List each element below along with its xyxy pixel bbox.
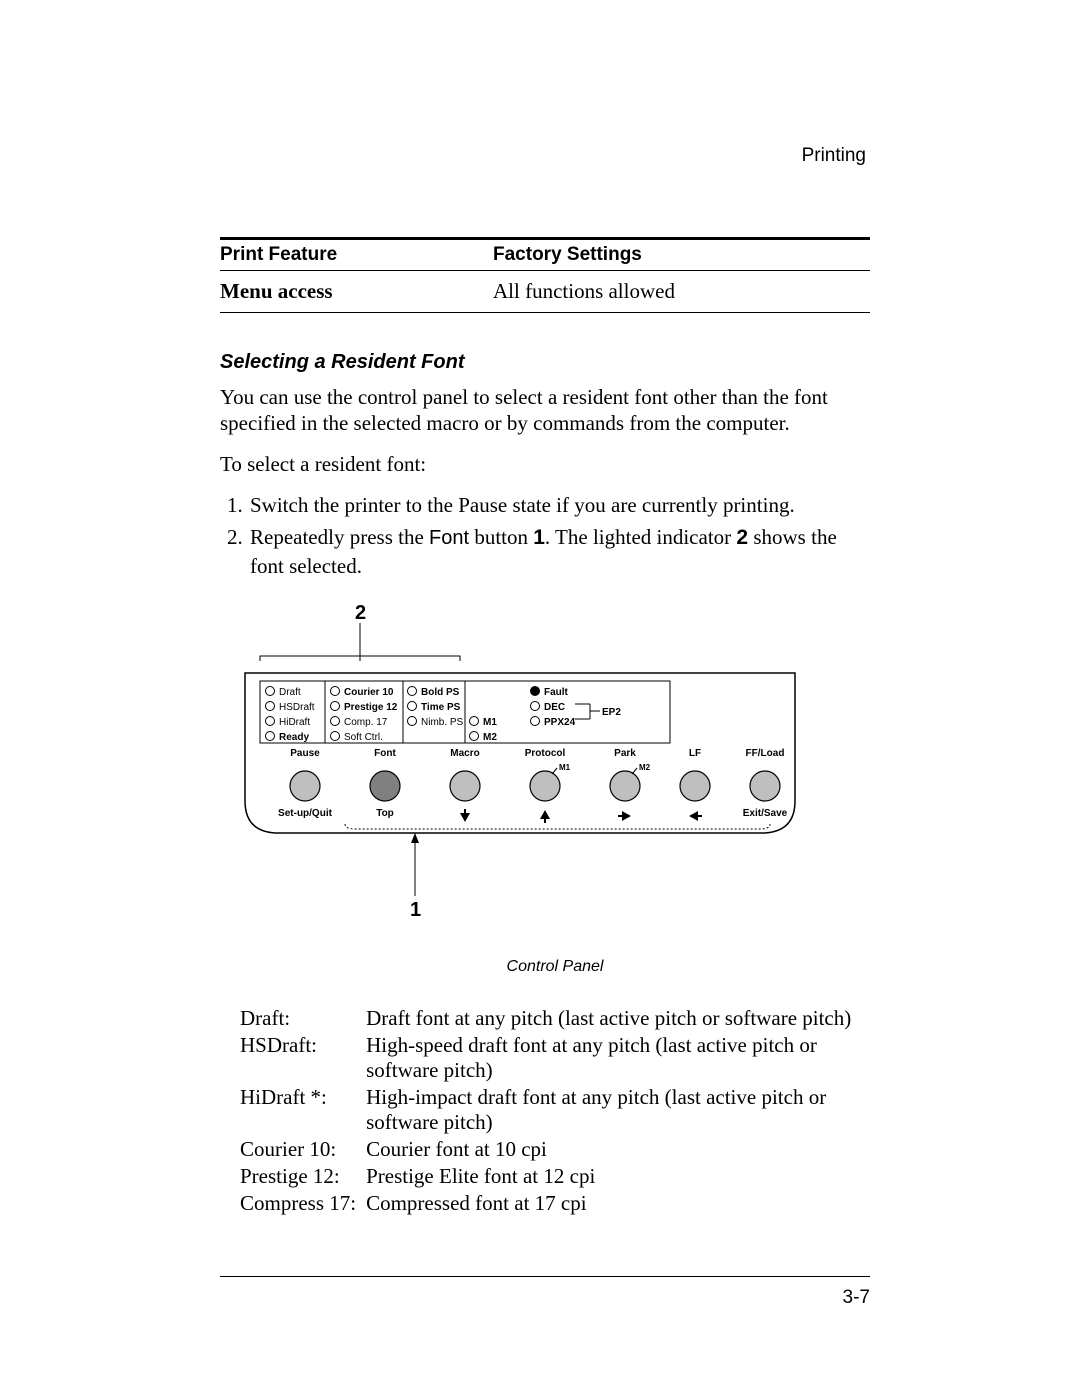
font-name: Prestige 12: [240,1164,366,1191]
svg-text:Draft: Draft [279,687,301,698]
font-description: Courier font at 10 cpi [366,1137,870,1164]
svg-text:Soft Ctrl.: Soft Ctrl. [344,732,383,743]
list-item: Prestige 12:Prestige Elite font at 12 cp… [240,1164,870,1191]
font-description: Prestige Elite font at 12 cpi [366,1164,870,1191]
step-item: Repeatedly press the Font button 1. The … [248,523,870,581]
svg-text:Pause: Pause [290,748,320,759]
steps-list: Switch the printer to the Pause state if… [220,491,870,581]
control-panel-svg: 2 Draft HSDraft HiDraft Ready Courier 10 Pres… [240,601,800,941]
svg-text:Comp. 17: Comp. 17 [344,717,388,728]
list-item: HiDraft *:High-impact draft font at any … [240,1085,870,1137]
font-name: HSDraft: [240,1033,366,1085]
svg-text:HiDraft: HiDraft [279,717,310,728]
list-item: Compress 17:Compressed font at 17 cpi [240,1191,870,1218]
svg-text:Prestige 12: Prestige 12 [344,702,398,713]
step2-marker: 1 [533,526,545,549]
svg-text:LF: LF [689,748,701,759]
svg-text:FF/Load: FF/Load [746,748,785,759]
callout-2: 2 [355,602,366,624]
page-number: 3-7 [843,1287,870,1309]
figure-caption: Control Panel [240,958,870,976]
font-name: Courier 10: [240,1137,366,1164]
footer-rule [220,1276,870,1277]
step2-text: . The lighted indicator [545,525,736,549]
table-header-feature: Print Feature [220,239,493,271]
svg-text:Time PS: Time PS [421,702,461,713]
font-description: High-speed draft font at any pitch (last… [366,1033,870,1085]
table-row: Menu access All functions allowed [220,271,870,313]
font-description-list: Draft:Draft font at any pitch (last acti… [240,1006,870,1218]
callout-1: 1 [410,899,421,921]
svg-text:Top: Top [376,808,394,819]
svg-text:Courier 10: Courier 10 [344,687,394,698]
font-description: Draft font at any pitch (last active pit… [366,1006,870,1033]
svg-text:HSDraft: HSDraft [279,702,315,713]
font-description: Compressed font at 17 cpi [366,1191,870,1218]
lead-in: To select a resident font: [220,451,870,477]
step2-marker: 2 [736,526,748,549]
list-item: Draft:Draft font at any pitch (last acti… [240,1006,870,1033]
svg-text:Font: Font [374,748,396,759]
svg-text:Fault: Fault [544,687,569,698]
ep2-label: EP2 [602,707,621,718]
svg-text:Ready: Ready [279,732,309,743]
running-header: Printing [220,145,870,167]
svg-text:Exit/Save: Exit/Save [743,808,788,819]
table-cell-feature: Menu access [220,271,493,313]
list-item: HSDraft:High-speed draft font at any pit… [240,1033,870,1085]
svg-text:M2: M2 [483,732,497,743]
svg-text:DEC: DEC [544,702,565,713]
font-name: Compress 17: [240,1191,366,1218]
font-name: HiDraft *: [240,1085,366,1137]
intro-paragraph: You can use the control panel to select … [220,384,870,437]
table-header-settings: Factory Settings [493,239,870,271]
svg-text:Protocol: Protocol [525,748,566,759]
feature-table: Print Feature Factory Settings Menu acce… [220,237,870,313]
svg-text:M1: M1 [483,717,497,728]
svg-text:PPX24: PPX24 [544,717,576,728]
svg-text:Park: Park [614,748,636,759]
section-heading: Selecting a Resident Font [220,351,870,374]
list-item: Courier 10:Courier font at 10 cpi [240,1137,870,1164]
svg-text:Macro: Macro [450,748,479,759]
step2-text: button [469,525,533,549]
font-description: High-impact draft font at any pitch (las… [366,1085,870,1137]
svg-text:Nimb. PS: Nimb. PS [421,717,464,728]
control-panel-figure: 2 Draft HSDraft HiDraft Ready Courier 10 Pres… [240,601,870,976]
table-cell-value: All functions allowed [493,271,870,313]
step-item: Switch the printer to the Pause state if… [248,491,870,519]
svg-text:Bold PS: Bold PS [421,687,460,698]
font-word: Font [429,527,469,549]
svg-text:M2: M2 [639,763,651,772]
svg-text:M1: M1 [559,763,571,772]
svg-text:Set-up/Quit: Set-up/Quit [278,808,333,819]
font-name: Draft: [240,1006,366,1033]
step2-text: Repeatedly press the [250,525,429,549]
